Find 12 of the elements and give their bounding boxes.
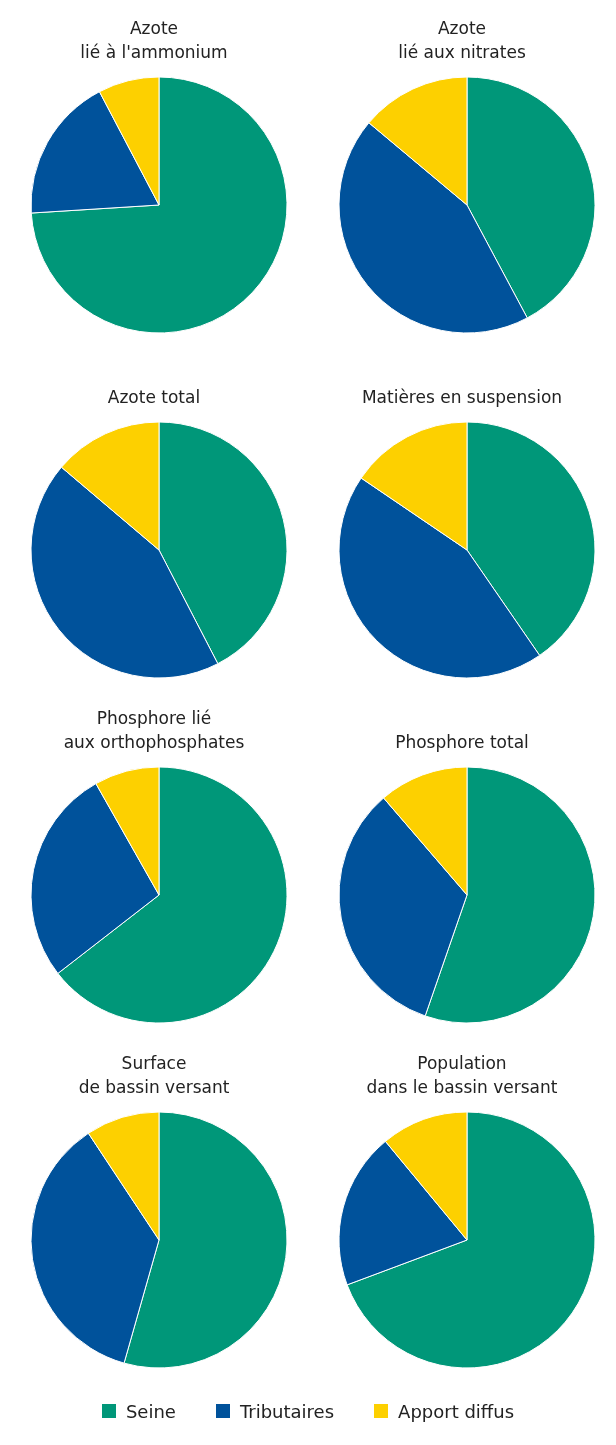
chart-title: Phosphore total	[394, 731, 530, 754]
legend-label: Tributaires	[239, 1400, 335, 1422]
chart-title: Azote total	[106, 386, 202, 409]
legend-label: Apport diffus	[398, 1400, 515, 1422]
pie-slice	[30, 76, 288, 334]
chart-title: Azote lié à l'ammonium	[79, 17, 229, 64]
legend-label: Seine	[125, 1400, 176, 1422]
chart-title: Azote lié aux nitrates	[397, 17, 527, 64]
chart-title: Matières en suspension	[360, 386, 564, 409]
chart-title: Phosphore lié aux orthophosphates	[62, 707, 246, 754]
chart-title: Surface de bassin versant	[77, 1052, 231, 1099]
chart-title: Population dans le bassin versant	[365, 1052, 559, 1099]
